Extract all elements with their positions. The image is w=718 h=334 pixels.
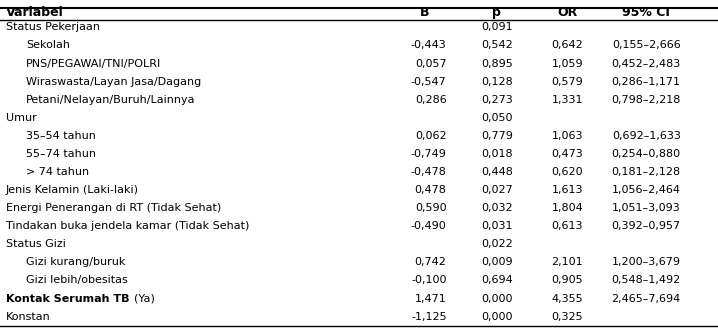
Text: -0,749: -0,749 — [411, 149, 447, 159]
Text: 0,692–1,633: 0,692–1,633 — [612, 131, 681, 141]
Text: 1,051–3,093: 1,051–3,093 — [612, 203, 681, 213]
Text: Status Gizi: Status Gizi — [6, 239, 65, 249]
Text: 0,473: 0,473 — [551, 149, 583, 159]
Text: -0,443: -0,443 — [411, 40, 447, 50]
Text: 1,331: 1,331 — [551, 95, 583, 105]
Text: 0,895: 0,895 — [481, 58, 513, 68]
Text: 0,742: 0,742 — [415, 258, 447, 268]
Text: 1,056–2,464: 1,056–2,464 — [612, 185, 681, 195]
Text: 0,779: 0,779 — [481, 131, 513, 141]
Text: Status Pekerjaan: Status Pekerjaan — [6, 22, 100, 32]
Text: 0,452–2,483: 0,452–2,483 — [612, 58, 681, 68]
Text: Energi Penerangan di RT (Tidak Sehat): Energi Penerangan di RT (Tidak Sehat) — [6, 203, 221, 213]
Text: B: B — [420, 6, 430, 19]
Text: Variabel: Variabel — [6, 6, 63, 19]
Text: Umur: Umur — [6, 113, 37, 123]
Text: 1,471: 1,471 — [415, 294, 447, 304]
Text: 0,050: 0,050 — [481, 113, 513, 123]
Text: (Ya): (Ya) — [134, 294, 154, 304]
Text: 0,548–1,492: 0,548–1,492 — [612, 276, 681, 286]
Text: 0,286–1,171: 0,286–1,171 — [612, 76, 681, 87]
Text: 0,542: 0,542 — [481, 40, 513, 50]
Text: 0,031: 0,031 — [481, 221, 513, 231]
Text: Konstan: Konstan — [6, 312, 50, 322]
Text: Tindakan buka jendela kamar (Tidak Sehat): Tindakan buka jendela kamar (Tidak Sehat… — [6, 221, 249, 231]
Text: 0,000: 0,000 — [481, 294, 513, 304]
Text: 0,155–2,666: 0,155–2,666 — [612, 40, 681, 50]
Text: 0,286: 0,286 — [415, 95, 447, 105]
Text: 0,478: 0,478 — [415, 185, 447, 195]
Text: 0,062: 0,062 — [415, 131, 447, 141]
Text: 4,355: 4,355 — [551, 294, 583, 304]
Text: 0,027: 0,027 — [481, 185, 513, 195]
Text: 0,022: 0,022 — [481, 239, 513, 249]
Text: 0,032: 0,032 — [481, 203, 513, 213]
Text: -0,478: -0,478 — [411, 167, 447, 177]
Text: 0,128: 0,128 — [481, 76, 513, 87]
Text: 2,465–7,694: 2,465–7,694 — [612, 294, 681, 304]
Text: 0,057: 0,057 — [415, 58, 447, 68]
Text: 0,590: 0,590 — [415, 203, 447, 213]
Text: Gizi kurang/buruk: Gizi kurang/buruk — [26, 258, 125, 268]
Text: 0,905: 0,905 — [551, 276, 583, 286]
Text: 1,063: 1,063 — [551, 131, 583, 141]
Text: 55–74 tahun: 55–74 tahun — [26, 149, 95, 159]
Text: 95% CI: 95% CI — [623, 6, 670, 19]
Text: -0,547: -0,547 — [411, 76, 447, 87]
Text: -0,100: -0,100 — [411, 276, 447, 286]
Text: Sekolah: Sekolah — [26, 40, 70, 50]
Text: 1,613: 1,613 — [551, 185, 583, 195]
Text: 2,101: 2,101 — [551, 258, 583, 268]
Text: 0,642: 0,642 — [551, 40, 583, 50]
Text: -1,125: -1,125 — [411, 312, 447, 322]
Text: 0,018: 0,018 — [481, 149, 513, 159]
Text: Jenis Kelamin (Laki-laki): Jenis Kelamin (Laki-laki) — [6, 185, 139, 195]
Text: Wiraswasta/Layan Jasa/Dagang: Wiraswasta/Layan Jasa/Dagang — [26, 76, 201, 87]
Text: 0,448: 0,448 — [481, 167, 513, 177]
Text: 1,804: 1,804 — [551, 203, 583, 213]
Text: PNS/PEGAWAI/TNI/POLRI: PNS/PEGAWAI/TNI/POLRI — [26, 58, 161, 68]
Text: > 74 tahun: > 74 tahun — [26, 167, 89, 177]
Text: 35–54 tahun: 35–54 tahun — [26, 131, 95, 141]
Text: 0,579: 0,579 — [551, 76, 583, 87]
Text: OR: OR — [557, 6, 577, 19]
Text: Kontak Serumah TB: Kontak Serumah TB — [6, 294, 133, 304]
Text: p: p — [493, 6, 501, 19]
Text: 0,613: 0,613 — [551, 221, 583, 231]
Text: 0,620: 0,620 — [551, 167, 583, 177]
Text: 0,325: 0,325 — [551, 312, 583, 322]
Text: -0,490: -0,490 — [411, 221, 447, 231]
Text: 0,694: 0,694 — [481, 276, 513, 286]
Text: 1,059: 1,059 — [551, 58, 583, 68]
Text: 0,091: 0,091 — [481, 22, 513, 32]
Text: 0,000: 0,000 — [481, 312, 513, 322]
Text: Gizi lebih/obesitas: Gizi lebih/obesitas — [26, 276, 128, 286]
Text: 0,273: 0,273 — [481, 95, 513, 105]
Text: 0,392–0,957: 0,392–0,957 — [612, 221, 681, 231]
Text: 0,798–2,218: 0,798–2,218 — [612, 95, 681, 105]
Text: 0,254–0,880: 0,254–0,880 — [612, 149, 681, 159]
Text: 0,009: 0,009 — [481, 258, 513, 268]
Text: 1,200–3,679: 1,200–3,679 — [612, 258, 681, 268]
Text: 0,181–2,128: 0,181–2,128 — [612, 167, 681, 177]
Text: Petani/Nelayan/Buruh/Lainnya: Petani/Nelayan/Buruh/Lainnya — [26, 95, 195, 105]
